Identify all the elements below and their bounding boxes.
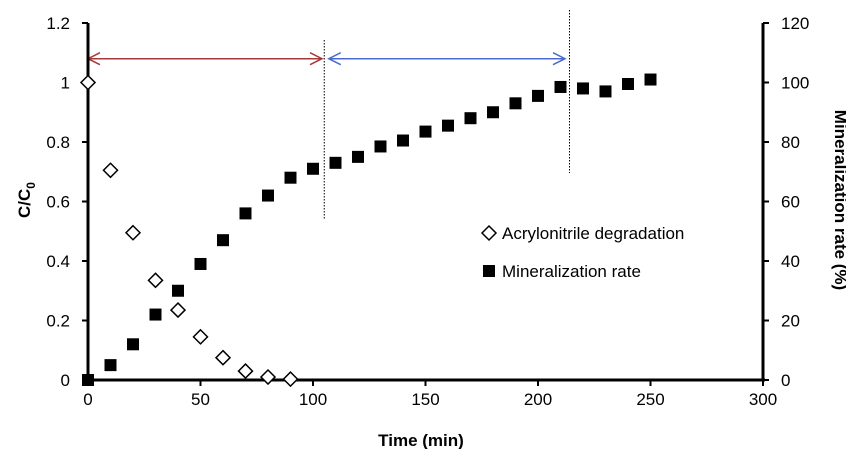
x-tick-label: 50 <box>191 390 210 409</box>
x-tick-label: 100 <box>299 390 327 409</box>
y-left-tick-label: 0 <box>61 371 70 390</box>
mineralization-point <box>599 85 612 98</box>
mineralization-point <box>442 119 454 132</box>
mineralization-point <box>172 284 184 297</box>
degradation-point <box>214 349 232 366</box>
legend-label-acrylonitrile: Acrylonitrile degradation <box>502 224 684 243</box>
degradation-point <box>124 224 142 241</box>
markers-layer <box>79 73 657 388</box>
y-left-axis-title-main: C/C <box>15 189 34 218</box>
mineralization-point <box>577 82 589 95</box>
y-right-tick-label: 100 <box>781 74 809 93</box>
degradation-point <box>147 272 164 289</box>
ticks-layer <box>82 22 769 386</box>
y-right-tick-label: 80 <box>781 133 800 152</box>
mineralization-point <box>82 374 94 386</box>
x-axis-title: Time (min) <box>378 431 464 449</box>
degradation-point <box>282 371 299 388</box>
x-tick-label: 200 <box>524 390 552 409</box>
degradation-point <box>169 302 187 319</box>
x-tick-label: 300 <box>749 390 777 409</box>
svg-text:C/C0: C/C0 <box>15 182 38 218</box>
y-left-tick-label: 0.6 <box>46 193 70 212</box>
x-tick-label: 0 <box>83 390 92 409</box>
mineralization-point <box>307 162 319 175</box>
degradation-point <box>79 74 97 91</box>
mineralization-point <box>149 308 162 321</box>
y-left-axis-title-subscript: 0 <box>24 182 38 189</box>
mineralization-point <box>554 80 567 93</box>
y-right-tick-label: 60 <box>781 193 800 212</box>
mineralization-point <box>397 134 409 147</box>
y-right-axis-title: Mineralization rate (%) <box>831 110 846 290</box>
mineralization-point <box>284 171 297 184</box>
y-left-tick-label: 0.4 <box>46 252 70 271</box>
legend-item-acrylonitrile: Acrylonitrile degradation <box>480 224 684 243</box>
svg-text:Mineralization rate (%): Mineralization rate (%) <box>831 110 846 290</box>
degradation-point <box>237 363 254 380</box>
y-right-tick-label: 0 <box>781 371 790 390</box>
legend-marker-open-diamond <box>480 224 498 242</box>
legend-item-mineralization: Mineralization rate <box>483 262 641 281</box>
mineralization-point <box>217 234 229 247</box>
mineralization-point <box>509 97 522 110</box>
phase-arrow-head-right <box>309 52 324 66</box>
y-right-tick-label: 20 <box>781 312 800 331</box>
mineralization-point <box>239 207 252 220</box>
tick-labels-layer: 0 50 100 150 200 250 30000.20.40.60.811.202040… <box>46 14 809 409</box>
degradation-point <box>259 368 277 386</box>
mineralization-point <box>622 77 634 90</box>
x-tick-label: 150 <box>411 390 439 409</box>
degradation-point <box>192 328 209 345</box>
y-left-tick-label: 0.2 <box>46 312 70 331</box>
mineralization-point <box>644 73 657 86</box>
legend-label-mineralization: Mineralization rate <box>502 262 641 281</box>
legend-marker-filled-square <box>483 265 495 277</box>
y-left-axis-title: C/C0 <box>15 182 38 218</box>
mineralization-point <box>262 189 274 202</box>
y-right-tick-label: 120 <box>781 14 809 33</box>
axes-layer <box>86 23 765 382</box>
y-left-tick-label: 0.8 <box>46 133 70 152</box>
x-tick-label: 250 <box>636 390 664 409</box>
degradation-point <box>102 162 119 179</box>
mineralization-point <box>194 257 207 270</box>
y-left-tick-label: 1 <box>61 74 70 93</box>
mineralization-point <box>127 338 139 351</box>
y-left-tick-label: 1.2 <box>46 14 70 33</box>
mineralization-point <box>374 140 387 153</box>
mineralization-point <box>487 106 499 119</box>
mineralization-point <box>532 89 544 102</box>
annotations-layer <box>86 10 570 220</box>
mineralization-point <box>464 112 477 125</box>
mineralization-point <box>419 125 432 138</box>
y-right-tick-label: 40 <box>781 252 800 271</box>
mineralization-point <box>104 359 117 372</box>
phase-arrow-head-right <box>552 52 567 66</box>
phase-arrow-head-left <box>327 52 342 66</box>
mineralization-point <box>352 150 364 163</box>
legend: Acrylonitrile degradation Mineralization… <box>480 224 684 281</box>
mineralization-point <box>329 156 342 169</box>
